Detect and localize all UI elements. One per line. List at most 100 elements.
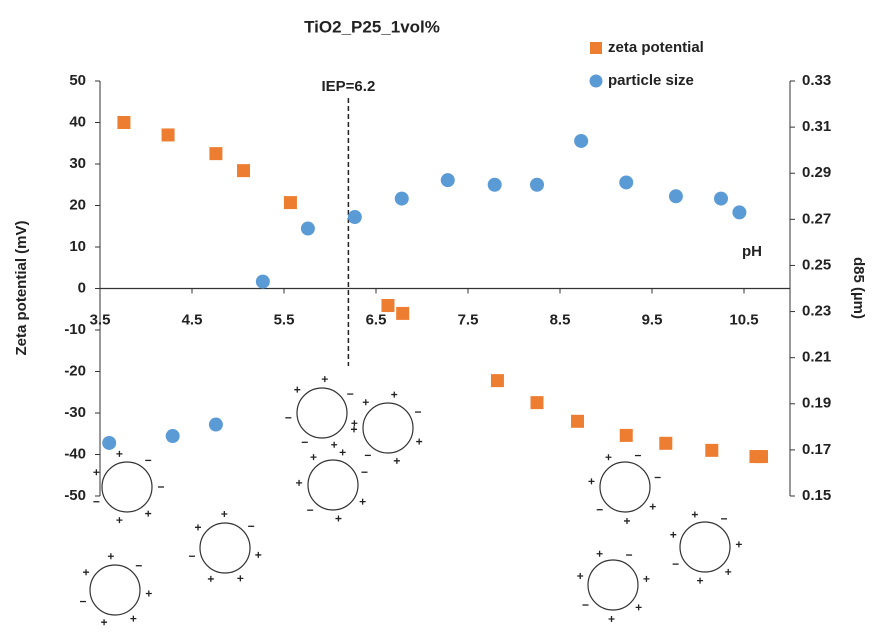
- particle: [296, 387, 348, 439]
- point: [165, 429, 180, 444]
- point: [209, 147, 223, 161]
- plus-sign: [691, 511, 698, 518]
- point: [487, 177, 502, 192]
- legend-label: zeta potential: [608, 39, 704, 56]
- plus-sign: [145, 590, 152, 597]
- point: [570, 414, 584, 428]
- y2-axis-label: d85 (µm): [850, 257, 867, 319]
- plus-sign: [107, 553, 114, 560]
- point: [732, 205, 747, 220]
- plus-sign: [130, 615, 137, 622]
- point: [619, 175, 634, 190]
- plus-sign: [294, 386, 301, 393]
- point: [490, 374, 504, 388]
- plus-sign: [596, 550, 603, 557]
- y-tick-label: -40: [64, 445, 86, 462]
- plus-sign: [335, 515, 342, 522]
- particle: [307, 459, 359, 511]
- point: [381, 299, 395, 313]
- point: [394, 191, 409, 206]
- point: [440, 173, 455, 188]
- particle: [587, 559, 639, 611]
- y2-tick-label: 0.21: [802, 349, 831, 366]
- point: [237, 164, 251, 178]
- plus-sign: [321, 376, 328, 383]
- plus-sign: [608, 615, 615, 622]
- y2-tick-label: 0.31: [802, 118, 831, 135]
- plus-sign: [623, 517, 630, 524]
- point: [161, 128, 175, 142]
- point: [102, 435, 117, 450]
- plus-sign: [207, 575, 214, 582]
- point: [619, 428, 633, 442]
- plus-sign: [391, 391, 398, 398]
- particle: [101, 461, 153, 513]
- plus-sign: [116, 517, 123, 524]
- particle: [362, 402, 414, 454]
- point: [300, 221, 315, 236]
- y-tick-label: -30: [64, 404, 86, 421]
- plus-sign: [221, 511, 228, 518]
- y2-tick-label: 0.25: [802, 256, 831, 273]
- particle: [199, 522, 251, 574]
- plus-sign: [296, 479, 303, 486]
- particle: [679, 521, 731, 573]
- y-tick-label: -50: [64, 487, 86, 504]
- legend-swatch: [590, 42, 602, 54]
- plus-sign: [145, 510, 152, 517]
- point: [659, 436, 673, 450]
- y2-tick-label: 0.19: [802, 395, 831, 412]
- point: [668, 189, 683, 204]
- y-tick-label: 20: [69, 196, 86, 213]
- point: [255, 274, 270, 289]
- chart-title: TiO2_P25_1vol%: [304, 17, 440, 36]
- point: [714, 191, 728, 206]
- plus-sign: [101, 619, 108, 626]
- plus-sign: [577, 572, 584, 579]
- point: [208, 417, 223, 432]
- x-tick-label: 5.5: [274, 311, 295, 328]
- x-tick-label: 3.5: [90, 311, 111, 328]
- legend-label: particle size: [608, 72, 694, 89]
- point: [396, 306, 410, 320]
- point: [117, 116, 131, 129]
- x-tick-label: 8.5: [550, 311, 571, 328]
- plus-sign: [351, 426, 358, 433]
- plus-sign: [255, 551, 262, 558]
- x-axis-label: pH: [742, 243, 762, 260]
- legend-swatch: [589, 74, 603, 88]
- plus-sign: [725, 568, 732, 575]
- point: [347, 210, 362, 225]
- plus-sign: [697, 577, 704, 584]
- plus-sign: [670, 531, 677, 538]
- plus-sign: [735, 541, 742, 548]
- plus-sign: [331, 441, 338, 448]
- plus-sign: [649, 503, 656, 510]
- plus-sign: [93, 469, 100, 476]
- y2-tick-label: 0.15: [802, 487, 831, 504]
- plus-sign: [635, 604, 642, 611]
- point: [283, 196, 297, 210]
- plus-sign: [605, 454, 612, 461]
- point: [705, 443, 719, 457]
- x-tick-label: 6.5: [366, 311, 387, 328]
- plus-sign: [588, 478, 595, 485]
- x-tick-label: 10.5: [729, 311, 758, 328]
- y2-tick-label: 0.17: [802, 441, 831, 458]
- y-tick-label: -20: [64, 362, 86, 379]
- point: [754, 450, 768, 464]
- y-tick-label: 40: [69, 113, 86, 130]
- annotation: IEP=6.2: [322, 78, 376, 95]
- y2-tick-label: 0.33: [802, 72, 831, 89]
- y-tick-label: 50: [69, 72, 86, 89]
- particle: [599, 461, 651, 513]
- y2-tick-label: 0.29: [802, 164, 831, 181]
- plus-sign: [393, 457, 400, 464]
- y-tick-label: 0: [78, 279, 86, 296]
- plus-sign: [643, 575, 650, 582]
- point: [530, 177, 544, 192]
- plus-sign: [116, 450, 123, 457]
- y-tick-label: 10: [69, 238, 86, 255]
- plus-sign: [237, 575, 244, 582]
